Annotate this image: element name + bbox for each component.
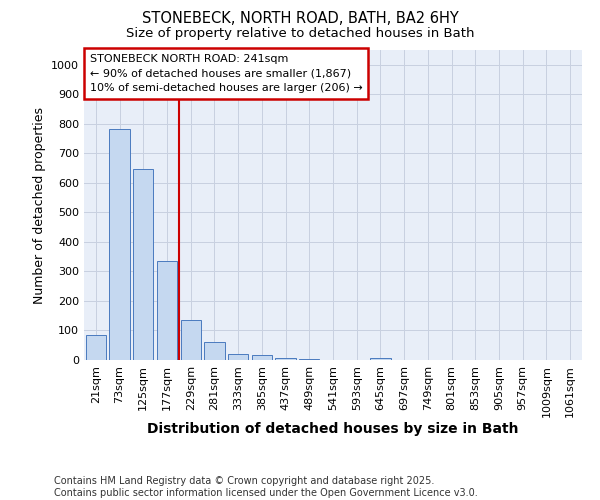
Bar: [86, 336, 106, 360]
Bar: [299, 358, 319, 360]
Text: STONEBECK NORTH ROAD: 241sqm
← 90% of detached houses are smaller (1,867)
10% of: STONEBECK NORTH ROAD: 241sqm ← 90% of de…: [90, 54, 363, 94]
Text: Contains HM Land Registry data © Crown copyright and database right 2025.
Contai: Contains HM Land Registry data © Crown c…: [54, 476, 478, 498]
Bar: [133, 168, 154, 360]
Text: STONEBECK, NORTH ROAD, BATH, BA2 6HY: STONEBECK, NORTH ROAD, BATH, BA2 6HY: [142, 11, 458, 26]
Bar: [181, 320, 201, 360]
Bar: [109, 129, 130, 360]
Bar: [157, 261, 177, 360]
Bar: [205, 342, 224, 360]
Bar: [370, 358, 391, 360]
Bar: [252, 355, 272, 360]
Y-axis label: Number of detached properties: Number of detached properties: [32, 106, 46, 304]
Bar: [275, 358, 296, 360]
X-axis label: Distribution of detached houses by size in Bath: Distribution of detached houses by size …: [147, 422, 519, 436]
Text: Size of property relative to detached houses in Bath: Size of property relative to detached ho…: [126, 28, 474, 40]
Bar: [228, 354, 248, 360]
